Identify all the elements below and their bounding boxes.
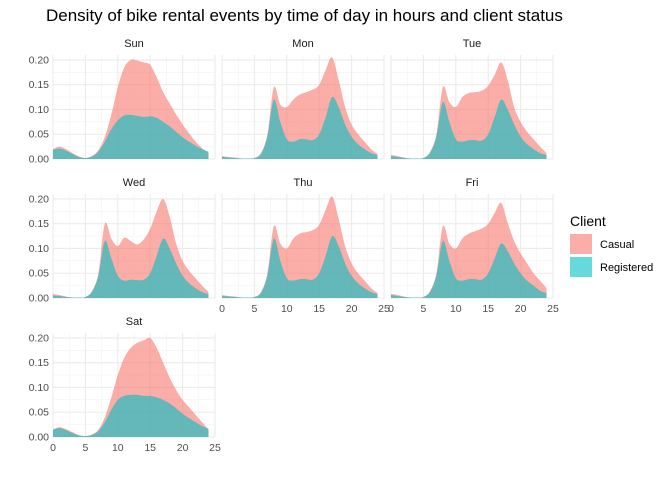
- panel-wed: Wed 0.00 0.05 0.10 0.15 0.20: [29, 177, 216, 305]
- y-tick-label: 0.15: [29, 357, 50, 369]
- y-tick-label: 0.15: [29, 218, 50, 230]
- panel-sun: Sun 0.00 0.05 0.10 0.15 0.20: [29, 38, 216, 166]
- y-tick-label: 0.00: [29, 293, 50, 305]
- panel-label-sat: Sat: [126, 316, 143, 328]
- x-tick-label: 5: [251, 303, 257, 315]
- area-registered-mon: [222, 96, 378, 159]
- x-tick-label: 15: [313, 303, 325, 315]
- y-tick-label: 0.05: [29, 407, 50, 419]
- y-tick-label: 0.10: [29, 382, 50, 394]
- legend-swatch-registered: [570, 257, 592, 277]
- panel-sat: Sat 0.00 0.05 0.10 0.15 0.20 0 5 10 15 20 25: [29, 316, 221, 454]
- legend: Client Casual Registered: [570, 213, 653, 277]
- x-tick-label: 20: [515, 303, 527, 315]
- x-tick-label: 20: [346, 303, 358, 315]
- area-registered-thu: [222, 235, 378, 298]
- x-tick-label: 10: [281, 303, 293, 315]
- legend-title: Client: [570, 213, 606, 229]
- panel-fri: Fri 0 5 10 15 20 25: [388, 177, 559, 315]
- panel-label-fri: Fri: [466, 177, 479, 189]
- x-tick-label: 25: [209, 442, 221, 454]
- y-tick-label: 0.15: [29, 79, 50, 91]
- x-tick-label: 0: [388, 303, 394, 315]
- panel-label-sun: Sun: [124, 38, 144, 50]
- x-tick-label: 0: [50, 442, 56, 454]
- y-tick-label: 0.10: [29, 243, 50, 255]
- y-tick-label: 0.05: [29, 129, 50, 141]
- panel-label-wed: Wed: [123, 177, 145, 189]
- area-registered-tue: [391, 99, 547, 159]
- legend-label-casual: Casual: [600, 239, 634, 251]
- x-tick-label: 15: [144, 442, 156, 454]
- panel-label-mon: Mon: [292, 38, 313, 50]
- panel-label-thu: Thu: [294, 177, 313, 189]
- area-registered-sun: [53, 114, 209, 159]
- area-registered-fri: [391, 240, 547, 298]
- x-tick-label: 15: [482, 303, 494, 315]
- panel-thu: Thu 0 5 10 15 20 25: [219, 177, 390, 315]
- x-tick-label: 25: [378, 303, 390, 315]
- x-tick-label: 25: [547, 303, 559, 315]
- y-tick-label: 0.00: [29, 432, 50, 444]
- x-tick-label: 20: [177, 442, 189, 454]
- x-tick-label: 5: [82, 442, 88, 454]
- y-tick-label: 0.05: [29, 268, 50, 280]
- x-tick-label: 10: [112, 442, 124, 454]
- chart-title: Density of bike rental events by time of…: [46, 6, 563, 25]
- y-tick-label: 0.10: [29, 104, 50, 116]
- y-tick-label: 0.20: [29, 54, 50, 66]
- x-tick-label: 10: [450, 303, 462, 315]
- x-tick-label: 0: [219, 303, 225, 315]
- y-tick-label: 0.20: [29, 332, 50, 344]
- area-registered-sat: [53, 394, 209, 437]
- y-tick-label: 0.00: [29, 154, 50, 166]
- facet-panels: Sun 0.00 0.05 0.10 0.15 0.20 Mon Tue Wed 0.00 0.05…: [29, 38, 559, 454]
- x-tick-label: 5: [420, 303, 426, 315]
- legend-label-registered: Registered: [600, 262, 653, 274]
- panel-mon: Mon: [221, 38, 385, 160]
- panel-label-tue: Tue: [463, 38, 482, 50]
- legend-swatch-casual: [570, 234, 592, 254]
- panel-tue: Tue: [390, 38, 554, 160]
- y-tick-label: 0.20: [29, 193, 50, 205]
- area-registered-wed: [53, 238, 209, 298]
